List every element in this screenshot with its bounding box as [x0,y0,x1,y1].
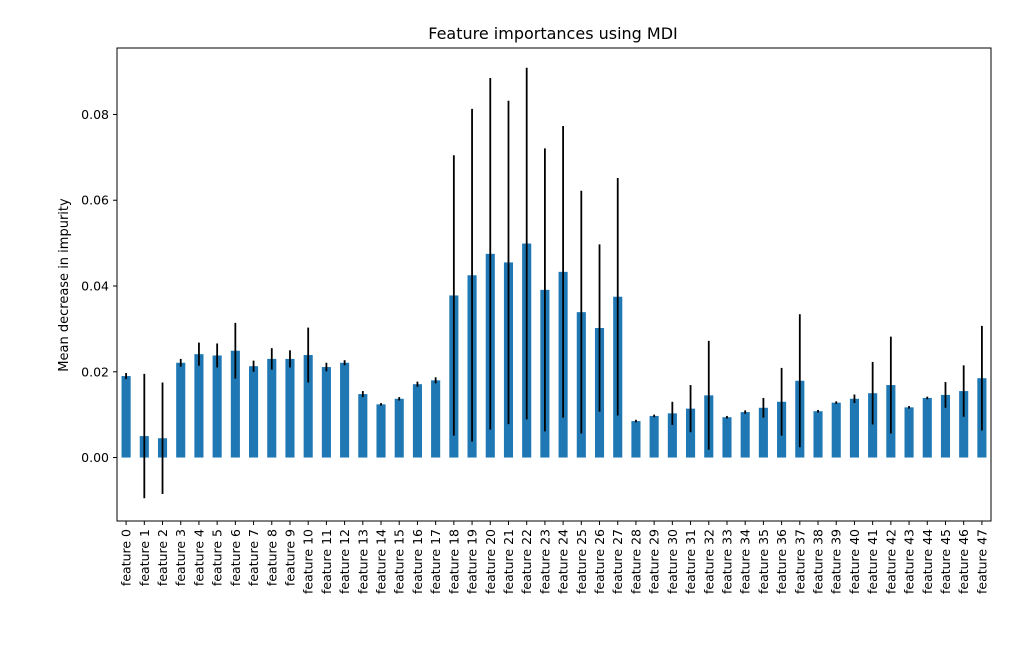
x-tick-label-18: feature 18 [446,529,461,594]
bar-13 [358,394,368,458]
x-tick-label-19: feature 19 [465,529,480,594]
x-tick-label-10: feature 10 [301,529,316,594]
x-tick-label-30: feature 30 [665,529,680,594]
x-tick-label-37: feature 37 [792,529,807,594]
x-tick-label-1: feature 1 [137,529,152,586]
bar-10 [303,355,313,458]
x-tick-label-4: feature 4 [191,529,206,586]
y-axis-label: Mean decrease in impurity [57,198,72,372]
bar-3 [176,362,186,458]
error-bars-layer [125,67,983,499]
bar-41 [868,393,878,458]
x-tick-label-27: feature 27 [610,529,625,594]
y-tick-label-1: 0.02 [81,364,109,379]
x-tick-label-11: feature 11 [319,529,334,594]
bar-12 [340,362,350,458]
bar-30 [667,413,677,458]
chart-title: Feature importances using MDI [428,24,678,43]
x-tick-label-46: feature 46 [956,529,971,594]
y-tick-label-0: 0.00 [81,450,109,465]
bar-0 [121,376,131,458]
bar-35 [758,407,768,458]
x-tick-label-32: feature 32 [701,529,716,594]
bar-7 [249,366,259,458]
bar-34 [740,412,750,458]
bar-29 [649,415,659,458]
x-tick-label-5: feature 5 [210,529,225,586]
x-tick-label-3: feature 3 [173,529,188,586]
y-tick-label-4: 0.08 [81,107,109,122]
bar-43 [904,407,914,458]
bar-31 [686,408,696,458]
bar-38 [813,411,823,458]
x-tick-label-13: feature 13 [355,529,370,594]
x-tick-label-26: feature 26 [592,529,607,594]
bars-layer [121,243,987,458]
bar-11 [321,367,331,458]
bar-28 [631,421,641,458]
x-tick-label-9: feature 9 [282,529,297,586]
x-tick-label-44: feature 44 [920,529,935,594]
x-tick-label-47: feature 47 [974,529,989,594]
bar-4 [194,354,204,458]
bar-39 [831,402,841,458]
bar-44 [922,397,932,458]
y-axis: 0.00 0.02 0.04 0.06 0.08 [81,107,117,465]
bar-8 [267,358,277,458]
x-tick-label-23: feature 23 [537,529,552,594]
y-tick-label-3: 0.06 [81,193,109,208]
bar-17 [431,380,441,458]
x-tick-label-2: feature 2 [155,529,170,586]
bar-33 [722,417,732,458]
y-tick-label-2: 0.04 [81,279,109,294]
bar-9 [285,358,295,458]
x-tick-label-21: feature 21 [501,529,516,594]
x-tick-label-42: feature 42 [883,529,898,594]
x-tick-label-41: feature 41 [865,529,880,594]
x-axis: feature 0 feature 1 feature 2 feature 3 feat… [119,521,989,594]
x-tick-label-45: feature 45 [938,529,953,594]
x-tick-label-34: feature 34 [738,529,753,594]
x-tick-label-29: feature 29 [647,529,662,594]
bar-40 [849,398,859,458]
bar-45 [940,394,951,458]
bar-6 [230,350,240,458]
x-tick-label-17: feature 17 [428,529,443,594]
bar-46 [959,391,969,458]
x-tick-label-38: feature 38 [811,529,826,594]
bar-15 [394,398,404,458]
x-tick-label-24: feature 24 [556,529,571,594]
plot-frame [116,47,992,522]
x-tick-label-12: feature 12 [337,529,352,594]
x-tick-label-36: feature 36 [774,529,789,594]
x-tick-label-22: feature 22 [519,529,534,594]
x-tick-label-8: feature 8 [264,529,279,586]
bar-16 [412,384,422,458]
x-tick-label-31: feature 31 [683,529,698,594]
x-tick-label-25: feature 25 [574,529,589,594]
x-tick-label-20: feature 20 [483,529,498,594]
x-tick-label-35: feature 35 [756,529,771,594]
x-tick-label-39: feature 39 [829,529,844,594]
x-tick-label-28: feature 28 [628,529,643,594]
x-tick-label-6: feature 6 [228,529,243,586]
x-tick-label-15: feature 15 [392,529,407,594]
bar-5 [212,355,222,458]
x-tick-label-43: feature 43 [902,529,917,594]
x-tick-label-40: feature 40 [847,529,862,594]
x-tick-label-16: feature 16 [410,529,425,594]
x-tick-label-0: feature 0 [119,529,134,586]
bar-14 [376,404,386,458]
x-tick-label-33: feature 33 [719,529,734,594]
x-tick-label-7: feature 7 [246,529,261,586]
x-tick-label-14: feature 14 [374,529,389,594]
